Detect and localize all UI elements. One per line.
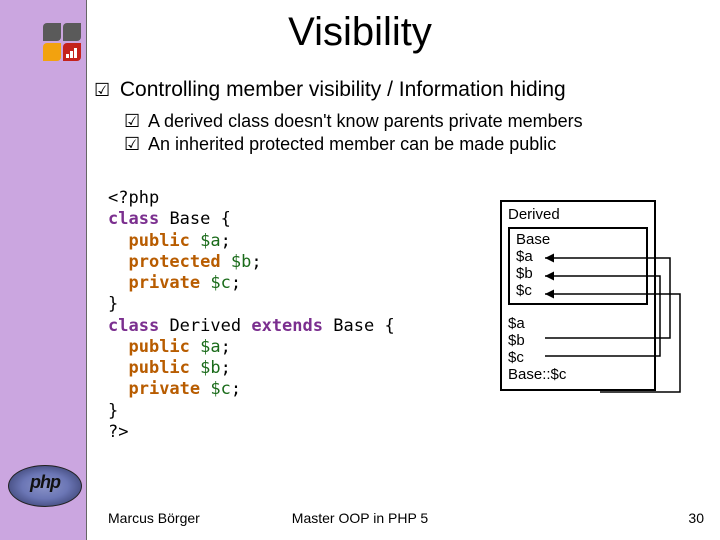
main-bullet-text: Controlling member visibility / Informat…: [120, 78, 566, 101]
sidebar: php: [0, 0, 87, 540]
member: $a: [508, 315, 648, 332]
base-label: Base: [516, 231, 640, 248]
member: $c: [508, 349, 648, 366]
footer-title: Master OOP in PHP 5: [0, 510, 720, 526]
member: $c: [516, 282, 640, 299]
php-logo: php: [8, 465, 80, 505]
check-icon: ☑: [124, 110, 144, 133]
sub-bullet-text: A derived class doesn't know parents pri…: [148, 111, 583, 131]
check-icon: ☑: [124, 133, 144, 156]
member: $a: [516, 248, 640, 265]
class-diagram: Derived Base $a $b $c $a $b $c Base::$c: [500, 200, 656, 391]
sub-bullet-text: An inherited protected member can be mad…: [148, 134, 556, 154]
member: $b: [516, 265, 640, 282]
base-box: Base $a $b $c: [508, 227, 648, 305]
member: Base::$c: [508, 366, 648, 383]
code-block: <?php class Base { public $a; protected …: [108, 188, 395, 443]
derived-label: Derived: [508, 206, 648, 223]
member: $b: [508, 332, 648, 349]
derived-box: Derived Base $a $b $c $a $b $c Base::$c: [500, 200, 656, 391]
footer-page-number: 30: [688, 510, 704, 526]
sub-bullets: ☑ A derived class doesn't know parents p…: [124, 110, 583, 157]
main-bullet: ☑ Controlling member visibility / Inform…: [94, 78, 566, 102]
check-icon: ☑: [94, 80, 114, 101]
slide-title: Visibility: [0, 10, 720, 55]
